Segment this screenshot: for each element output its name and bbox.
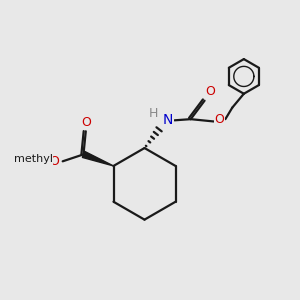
Text: O: O bbox=[214, 113, 224, 126]
Text: H: H bbox=[149, 107, 158, 120]
Polygon shape bbox=[82, 152, 113, 166]
Text: N: N bbox=[162, 113, 173, 127]
Text: methyl: methyl bbox=[14, 154, 52, 164]
Text: O: O bbox=[50, 155, 59, 168]
Text: O: O bbox=[206, 85, 215, 98]
Text: O: O bbox=[81, 116, 91, 128]
